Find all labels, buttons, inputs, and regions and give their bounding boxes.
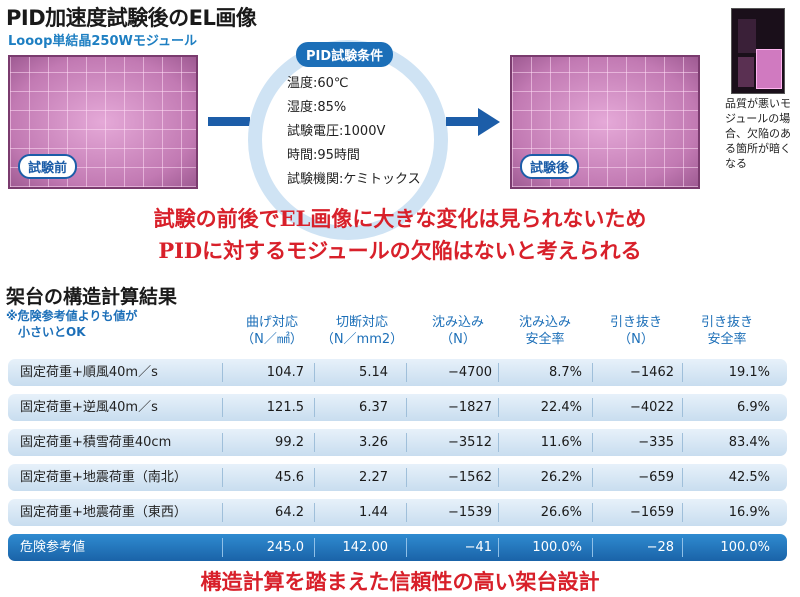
cell-value: 16.9% <box>728 505 770 520</box>
cell-value: −1827 <box>448 400 492 415</box>
cell-value: 100.0% <box>532 540 582 555</box>
connector-bar <box>208 117 250 126</box>
note-line: 小さいとOK <box>6 325 86 339</box>
condition-item: 時間:95時間 <box>287 148 360 163</box>
row-label: 固定荷重+逆風40m／s <box>20 400 158 415</box>
header-line: 安全率 <box>525 332 565 347</box>
header-line: 曲げ対応 <box>245 315 298 330</box>
cell-value: −1539 <box>448 505 492 520</box>
header-line: 沈み込み <box>518 315 571 330</box>
header-line: （N／㎟） <box>241 332 303 347</box>
note-line: ※危険参考値よりも値が <box>6 309 138 323</box>
cell-value: −335 <box>638 435 674 450</box>
conditions-badge: PID試験条件 <box>296 42 394 67</box>
defect-example-image <box>731 8 785 94</box>
condition-item: 試験電圧:1000V <box>287 124 386 139</box>
structure-calc-title: 架台の構造計算結果 <box>6 286 178 308</box>
el-image-before: 試験前 <box>8 55 198 189</box>
condition-item: 湿度:85% <box>287 100 347 115</box>
cell-value: 19.1% <box>728 365 770 380</box>
cell-value: 3.26 <box>359 435 388 450</box>
row-label: 固定荷重+積雪荷重40cm <box>20 435 172 450</box>
cell-value: −41 <box>464 540 492 555</box>
col-header-sinking-safety: 沈み込み 安全率 <box>505 314 585 348</box>
col-header-pullout: 引き抜き （N） <box>596 314 676 348</box>
cell-value: 121.5 <box>266 400 304 415</box>
cell-value: 83.4% <box>728 435 770 450</box>
cell-value: −1462 <box>630 365 674 380</box>
main-title: PID加速度試験後のEL画像 <box>6 6 257 30</box>
cell-value: 142.00 <box>342 540 389 555</box>
cell-value: −4022 <box>630 400 674 415</box>
col-header-sinking: 沈み込み （N） <box>418 314 498 348</box>
col-header-pullout-safety: 引き抜き 安全率 <box>684 314 770 348</box>
table-row: 固定荷重+地震荷重（東西） 64.2 1.44 −1539 26.6% −165… <box>8 499 787 526</box>
cell-value: 99.2 <box>275 435 304 450</box>
before-label: 試験前 <box>18 154 78 179</box>
header-line: 引き抜き <box>609 315 662 330</box>
danger-reference-row: 危険参考値 245.0 142.00 −41 100.0% −28 100.0% <box>8 534 787 561</box>
header-line: 沈み込み <box>431 315 484 330</box>
header-line: （N／mm2） <box>320 332 404 347</box>
el-image-after: 試験後 <box>510 55 700 189</box>
arrow-shaft <box>446 117 480 126</box>
cell-value: 45.6 <box>275 470 304 485</box>
header-line: 安全率 <box>707 332 747 347</box>
row-label: 固定荷重+地震荷重（南北） <box>20 470 187 485</box>
cell-value: 5.14 <box>359 365 388 380</box>
arrow-right-icon <box>478 108 500 136</box>
footer-slogan: 構造計算を踏まえた信頼性の高い架台設計 <box>200 569 600 594</box>
col-header-shear: 切断対応 （N／mm2） <box>318 314 406 348</box>
condition-item: 試験機関:ケミトックス <box>287 172 421 187</box>
header-line: 切断対応 <box>335 315 388 330</box>
cell-value: −659 <box>638 470 674 485</box>
header-line: （N） <box>618 332 654 347</box>
cell-value: 26.2% <box>540 470 582 485</box>
cell-value: −1562 <box>448 470 492 485</box>
header-line: （N） <box>440 332 476 347</box>
row-label: 危険参考値 <box>20 540 86 555</box>
cell-value: −4700 <box>448 365 492 380</box>
cell-value: −3512 <box>448 435 492 450</box>
cell-value: 245.0 <box>266 540 304 555</box>
module-subtitle: Looop単結晶250Wモジュール <box>8 34 197 49</box>
table-row: 固定荷重+逆風40m／s 121.5 6.37 −1827 22.4% −402… <box>8 394 787 421</box>
cell-value: 42.5% <box>728 470 770 485</box>
cell-value: 8.7% <box>548 365 582 380</box>
conclusion-line-1: 試験の前後でEL画像に大きな変化は見られないため <box>153 206 647 231</box>
cell-value: −28 <box>646 540 674 555</box>
table-note: ※危険参考値よりも値が 小さいとOK <box>6 308 137 340</box>
col-header-bending: 曲げ対応 （N／㎟） <box>232 314 312 348</box>
conditions-list: 温度:60℃ 湿度:85% 試験電圧:1000V 時間:95時間 試験機関:ケミ… <box>287 72 421 192</box>
cell-value: 11.6% <box>540 435 582 450</box>
cell-value: 6.37 <box>359 400 388 415</box>
cell-value: 100.0% <box>720 540 770 555</box>
cell-value: 2.27 <box>359 470 388 485</box>
table-row: 固定荷重+順風40m／s 104.7 5.14 −4700 8.7% −1462… <box>8 359 787 386</box>
defect-note: 品質が悪いモジュールの場合、欠陥のある箇所が暗くなる <box>725 97 791 170</box>
conclusion-line-2: PIDに対するモジュールの欠陥はないと考えられる <box>158 238 642 263</box>
cell-value: 22.4% <box>540 400 582 415</box>
condition-item: 温度:60℃ <box>287 76 349 91</box>
row-label: 固定荷重+順風40m／s <box>20 365 158 380</box>
cell-value: 1.44 <box>359 505 388 520</box>
header-line: 引き抜き <box>700 315 753 330</box>
cell-value: −1659 <box>630 505 674 520</box>
cell-value: 6.9% <box>736 400 770 415</box>
cell-value: 64.2 <box>275 505 304 520</box>
cell-value: 104.7 <box>266 365 304 380</box>
cell-value: 26.6% <box>540 505 582 520</box>
after-label: 試験後 <box>520 154 580 179</box>
table-row: 固定荷重+積雪荷重40cm 99.2 3.26 −3512 11.6% −335… <box>8 429 787 456</box>
table-row: 固定荷重+地震荷重（南北） 45.6 2.27 −1562 26.2% −659… <box>8 464 787 491</box>
row-label: 固定荷重+地震荷重（東西） <box>20 505 187 520</box>
